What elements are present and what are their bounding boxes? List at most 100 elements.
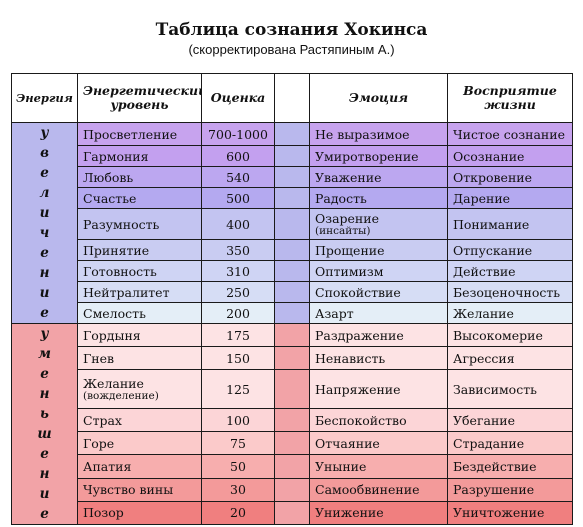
emotion-cell: Спокойствие [309, 281, 448, 303]
hawkins-table: Энергия Энергетический уровень Оценка Эм… [11, 73, 573, 526]
perception-cell: Осознание [447, 145, 573, 167]
table-row: Горе 75 Отчаяние Страдание [12, 431, 573, 456]
gap-cell [274, 302, 310, 324]
score-cell: 100 [201, 408, 275, 433]
gap-cell [274, 322, 310, 348]
gap-cell [274, 346, 310, 371]
table-row: Счастье 500 Радость Дарение [12, 187, 573, 209]
score-cell: 150 [201, 346, 275, 371]
level-cell: Гнев [77, 346, 202, 371]
score-cell: 175 [201, 322, 275, 348]
gap-cell [274, 166, 310, 188]
score-cell: 540 [201, 166, 275, 188]
table-row: Апатия 50 Уныние Бездействие [12, 454, 573, 479]
energy-letter: и [39, 285, 50, 301]
level-cell: Страх [77, 408, 202, 433]
level-cell: Чувство вины [77, 477, 202, 502]
energy-letter: и [39, 205, 50, 221]
level-cell: Готовность [77, 260, 202, 282]
gap-cell [274, 454, 310, 479]
gap-cell [274, 369, 310, 410]
perception-cell: Уничтожение [447, 500, 573, 526]
level-cell: Просветление [77, 122, 202, 146]
emotion-cell: Самообвинение [309, 477, 448, 502]
level-cell: Желание (вожделение) [77, 369, 202, 410]
header-row: Энергия Энергетический уровень Оценка Эм… [11, 73, 573, 123]
perception-cell: Страдание [447, 431, 573, 456]
score-cell: 200 [201, 302, 275, 324]
emotion-cell: Унижение [309, 500, 448, 526]
page-subtitle: (скорректирована Растяпиным А.) [188, 42, 395, 57]
emotion-cell: Уважение [309, 166, 448, 188]
energy-letter: н [39, 466, 50, 482]
energy-letter: у [40, 326, 49, 342]
emotion-cell: Радость [309, 187, 448, 209]
level-cell: Смелость [77, 302, 202, 324]
energy-letter: е [40, 245, 49, 261]
emotion-cell: Озарение (инсайты) [309, 208, 448, 240]
gap-cell [274, 431, 310, 456]
emotion-cell: Беспокойство [309, 408, 448, 433]
score-cell: 310 [201, 260, 275, 282]
table-row: Гнев 150 Ненависть Агрессия [12, 346, 573, 371]
level-cell: Гармония [77, 145, 202, 167]
energy-letter: ш [37, 426, 52, 442]
header-perception: Восприятие жизни [447, 73, 573, 123]
perception-cell: Откровение [447, 166, 573, 188]
level-cell: Счастье [77, 187, 202, 209]
emotion-cell: Напряжение [309, 369, 448, 410]
score-cell: 350 [201, 239, 275, 261]
perception-cell: Отпускание [447, 239, 573, 261]
perception-cell: Безоценочность [447, 281, 573, 303]
table-row: Желание (вожделение) 125 Напряжение Зависимо… [12, 369, 573, 410]
header-gap [274, 73, 310, 123]
table-row: Гармония 600 Умиротворение Осознание [12, 145, 573, 167]
emotion-cell: Раздражение [309, 322, 448, 348]
energy-letter: е [40, 446, 49, 462]
score-cell: 500 [201, 187, 275, 209]
perception-cell: Понимание [447, 208, 573, 240]
table-row: у в е л и ч е н и е Просветление 700-1000 Не выразим… [11, 122, 573, 324]
emotion-note: (инсайты) [315, 225, 371, 237]
energy-letter: ч [39, 225, 50, 241]
energy-letter: л [39, 185, 50, 201]
table-row: Принятие 350 Прощение Отпускание [12, 239, 573, 261]
level-name: Желание [83, 376, 144, 392]
table-row: Смелость 200 Азарт Желание [12, 302, 573, 324]
emotion-cell: Отчаяние [309, 431, 448, 456]
energy-letter: м [38, 346, 51, 362]
table-row: у м е н ь ш е н и е Гордыня 175 Раздражение Высокомер… [11, 322, 573, 525]
header-emotion: Эмоция [309, 73, 448, 123]
header-score: Оценка [201, 73, 275, 123]
perception-cell: Агрессия [447, 346, 573, 371]
energy-letter: е [40, 366, 49, 382]
page-title: Таблица сознания Хокинса [155, 20, 428, 40]
score-cell: 50 [201, 454, 275, 479]
perception-cell: Желание [447, 302, 573, 324]
emotion-cell: Оптимизм [309, 260, 448, 282]
energy-letter: у [40, 125, 49, 141]
gap-cell [274, 408, 310, 433]
score-cell: 250 [201, 281, 275, 303]
emotion-cell: Умиротворение [309, 145, 448, 167]
emotion-cell: Прощение [309, 239, 448, 261]
perception-cell: Зависимость [447, 369, 573, 410]
emotion-cell: Азарт [309, 302, 448, 324]
energy-letter: н [39, 265, 50, 281]
perception-cell: Бездействие [447, 454, 573, 479]
gap-cell [274, 122, 310, 146]
score-cell: 20 [201, 500, 275, 526]
table-row: Позор 20 Унижение Уничтожение [12, 500, 573, 526]
header-energy: Энергия [11, 73, 78, 123]
emotion-cell: Ненависть [309, 346, 448, 371]
gap-cell [274, 477, 310, 502]
energy-letter: е [40, 506, 49, 522]
energy-letter: н [39, 386, 50, 402]
level-cell: Любовь [77, 166, 202, 188]
table-row: Любовь 540 Уважение Откровение [12, 166, 573, 188]
perception-cell: Чистое сознание [447, 122, 573, 146]
perception-cell: Высокомерие [447, 322, 573, 348]
level-cell: Нейтралитет [77, 281, 202, 303]
